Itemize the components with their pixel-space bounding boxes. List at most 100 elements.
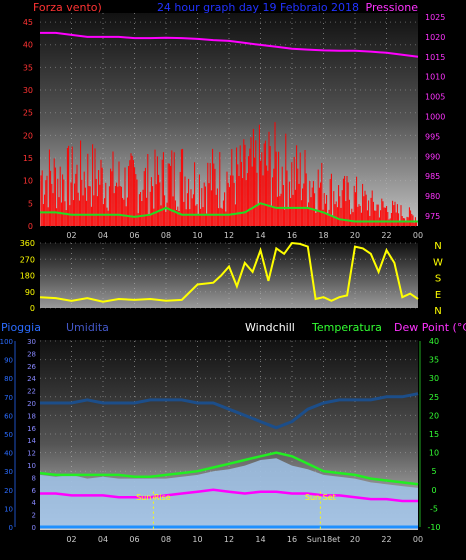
rain-tick-label: 50 <box>4 431 13 439</box>
wind-gust-bars <box>40 122 418 226</box>
sun-marker-label: Sun Set <box>305 493 336 502</box>
time-tick-label: 20 <box>350 231 360 240</box>
pressure-line <box>40 31 419 58</box>
time-tick-label: 04 <box>98 231 108 240</box>
rain-tick-label: 20 <box>4 487 13 495</box>
temperature-tick-label: 5 <box>431 467 436 476</box>
temperature-tick-label: 40 <box>429 337 439 346</box>
direction-tick-label: 270 <box>20 255 35 264</box>
time-tick-label: 00 <box>413 231 423 240</box>
humidity-tick-label: 22 <box>27 388 36 396</box>
wind-tick-label: 35 <box>23 63 33 72</box>
humidity-tick-label: 12 <box>27 450 36 458</box>
wind-tick-label: 20 <box>23 131 33 140</box>
time-tick-label: 12 <box>224 535 234 544</box>
time-tick-label: 06 <box>129 231 139 240</box>
time-tick-label: 06 <box>129 535 139 544</box>
time-tick-label: 22 <box>381 535 391 544</box>
rain-tick-label: 30 <box>4 468 13 476</box>
time-tick-label: 08 <box>161 231 171 240</box>
wind-avg-line <box>40 202 418 223</box>
humidity-tick-label: 30 <box>27 338 36 346</box>
time-tick-label: 12 <box>224 231 234 240</box>
direction-axis-ticks: 360 270 180 90 0 <box>20 239 35 313</box>
wind-axis-ticks: 45 40 35 30 25 20 15 10 5 0 <box>23 18 33 231</box>
humidity-tick-label: 20 <box>27 400 36 408</box>
time-tick-label: 16 <box>287 535 297 544</box>
humidity-tick-label: 16 <box>27 425 36 433</box>
dewpoint-line <box>40 488 418 503</box>
compass-label: E <box>435 290 441 301</box>
pressure-tick-label: 980 <box>425 192 440 201</box>
time-axis-ticks: 02 04 06 08 10 12 14 16 18 20 22 00 <box>66 231 423 240</box>
time-tick-label: 20 <box>350 535 360 544</box>
dewpoint-header: Dew Point (°C) <box>394 321 466 334</box>
humidity-tick-label: 14 <box>27 437 36 445</box>
direction-tick-label: 360 <box>20 239 35 248</box>
rain-header: Pioggia <box>1 321 41 334</box>
temperature-tick-label: 25 <box>429 393 439 402</box>
temperature-tick-label: 20 <box>429 411 439 420</box>
wind-tick-label: 15 <box>23 154 33 163</box>
humidity-tick-label: 8 <box>32 474 36 482</box>
temperature-tick-label: 0 <box>431 486 436 495</box>
rain-tick-label: 10 <box>4 505 13 513</box>
header-pressure-label: Pressione <box>366 1 419 14</box>
pressure-tick-label: 1025 <box>425 13 445 22</box>
rain-tick-label: 90 <box>4 357 13 365</box>
wind-tick-label: 5 <box>28 199 33 208</box>
wind-tick-label: 45 <box>23 18 33 27</box>
temperature-tick-label: 35 <box>429 356 439 365</box>
humidity-tick-label: 4 <box>32 499 37 507</box>
humidity-tick-label: 10 <box>27 462 36 470</box>
compass-label: S <box>435 274 441 285</box>
time-tick-label: 00 <box>413 535 423 544</box>
pressure-tick-label: 1005 <box>425 93 445 102</box>
header-date-title: 24 hour graph day 19 Febbraio 2018 <box>157 1 359 14</box>
humidity-line <box>40 392 419 430</box>
sun-markers: Sun Rise Sun Set <box>136 491 336 529</box>
time-tick-label: 02 <box>66 535 76 544</box>
rain-tick-label: 60 <box>4 412 13 420</box>
time-tick-label: 10 <box>192 535 202 544</box>
time-tick-label: 22 <box>381 231 391 240</box>
humidity-tick-label: 24 <box>27 375 36 383</box>
time-tick-label: 04 <box>98 535 108 544</box>
pressure-tick-label: 1020 <box>425 33 445 42</box>
temperature-tick-label: 30 <box>429 374 439 383</box>
pressure-tick-label: 1010 <box>425 73 445 82</box>
time-tick-label: 02 <box>66 231 76 240</box>
time-tick-label: Sun18et <box>307 535 340 544</box>
temperature-tick-label: -5 <box>430 504 438 513</box>
rain-tick-label: 40 <box>4 450 13 458</box>
time-axis-ticks-bottom: 02 04 06 08 10 12 14 16 Sun18et 20 22 00 <box>66 535 423 544</box>
direction-tick-label: 0 <box>30 304 35 313</box>
time-tick-label: 08 <box>161 535 171 544</box>
temperature-axis-ticks: 40 35 30 25 20 15 10 5 0 -5 -10 <box>419 337 441 532</box>
pressure-tick-label: 990 <box>425 152 440 161</box>
time-tick-label: 18 <box>318 231 328 240</box>
temperature-header: Temperatura <box>311 321 382 334</box>
rain-tick-label: 100 <box>0 338 13 346</box>
wind-tick-label: 25 <box>23 109 33 118</box>
sun-marker-label: Sun Rise <box>136 493 171 502</box>
rain-tick-label: 80 <box>4 375 13 383</box>
pressure-axis-ticks: 1025 1020 1015 1010 1005 1000 995 990 985 980 975 <box>425 13 445 221</box>
humidity-tick-label: 28 <box>27 350 36 358</box>
pressure-tick-label: 975 <box>425 212 440 221</box>
wind-direction-line <box>39 241 419 303</box>
wind-tick-label: 0 <box>28 222 33 231</box>
compass-label: W <box>433 257 443 268</box>
rain-tick-label: 0 <box>9 524 13 532</box>
wind-tick-label: 40 <box>23 41 33 50</box>
time-tick-label: 14 <box>255 535 265 544</box>
wind-tick-label: 30 <box>23 86 33 95</box>
windchill-header: Windchill <box>245 321 295 334</box>
temperature-tick-label: 15 <box>429 430 439 439</box>
time-tick-label: 14 <box>255 231 265 240</box>
